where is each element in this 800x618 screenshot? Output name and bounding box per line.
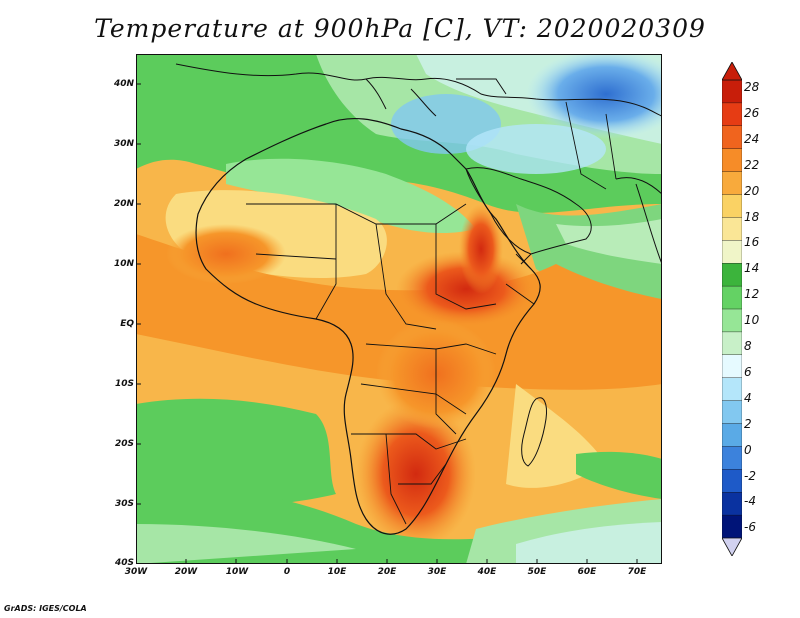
africa-coastline xyxy=(195,118,541,535)
colorbar-label: 18 xyxy=(744,209,760,224)
border-southern xyxy=(351,433,467,450)
pakistan-coast xyxy=(615,177,662,195)
colorbar-segment xyxy=(722,446,742,470)
colorbar-segment xyxy=(722,217,742,241)
colorbar-label: 28 xyxy=(744,80,760,94)
colorbar-segment xyxy=(722,171,742,196)
colorbar-segment xyxy=(722,262,742,287)
field-south-lightgreen-w xyxy=(136,524,356,564)
field-hot-central xyxy=(396,251,536,327)
colorbar-segment xyxy=(722,469,742,493)
border-namibia xyxy=(385,433,407,525)
lat-label-30s: 30S xyxy=(114,499,134,509)
field-hot-westafrica xyxy=(166,224,286,284)
colorbar-label: 10 xyxy=(744,313,760,328)
colorbar-segment xyxy=(722,492,742,516)
border-botswana xyxy=(398,463,447,485)
italy-outline xyxy=(365,78,387,110)
colorbar-label: 16 xyxy=(744,235,760,250)
lon-label-10e: 10E xyxy=(327,567,347,577)
lon-label-10w: 10W xyxy=(225,567,249,577)
border-mali xyxy=(315,204,337,320)
lat-label-eq: EQ xyxy=(120,319,134,329)
colorbar xyxy=(722,62,742,556)
field-south-atlantic-green xyxy=(136,398,336,514)
lon-label-30w: 30W xyxy=(124,567,148,577)
colorbar-label: 6 xyxy=(744,364,752,379)
lon-label-40e: 40E xyxy=(477,567,497,577)
border-chad xyxy=(375,223,437,330)
border-sudan xyxy=(435,224,497,310)
field-cold-band xyxy=(466,124,606,174)
lat-label-40s: 40S xyxy=(114,558,134,568)
colorbar-segment xyxy=(722,514,742,539)
map-frame xyxy=(136,54,662,564)
turkey-outline xyxy=(456,78,507,95)
colorbar-segment xyxy=(722,331,742,356)
arabia-outline xyxy=(465,167,592,255)
colorbar-segment xyxy=(722,400,742,425)
lon-label-20w: 20W xyxy=(174,567,198,577)
colorbar-segment xyxy=(722,194,742,219)
map-title: Temperature at 900hPa [C], VT: 202002030… xyxy=(94,14,706,43)
colorbar-segment xyxy=(722,240,742,264)
lon-label-20e: 20E xyxy=(377,567,397,577)
colorbar-segment xyxy=(722,308,742,333)
colorbar-bottom-arrow xyxy=(722,537,742,556)
lat-label-10s: 10S xyxy=(114,379,134,389)
europe-coastline xyxy=(175,63,662,117)
lat-label-20s: 20S xyxy=(114,439,134,449)
colorbar-label: 22 xyxy=(744,157,760,172)
field-sahara-green xyxy=(226,158,476,234)
madagascar-outline xyxy=(521,397,547,467)
iran-borders xyxy=(565,101,617,190)
colorbar-label: 20 xyxy=(744,183,760,198)
colorbar-label: 4 xyxy=(744,390,752,405)
colorbar-label: 26 xyxy=(744,105,760,120)
colorbar-segment xyxy=(722,354,742,379)
lat-label-20n: 20N xyxy=(113,199,134,209)
border-sahel xyxy=(255,253,337,260)
field-tropics-orange xyxy=(136,234,662,390)
lon-label-60e: 60E xyxy=(577,567,597,577)
colorbar-label: 24 xyxy=(744,131,760,146)
colorbar-label: 14 xyxy=(744,261,760,276)
lon-label-0: 0 xyxy=(283,567,291,577)
colorbar-label: 12 xyxy=(744,287,760,302)
field-cold-core-east xyxy=(526,54,662,139)
field-hot-ethiopia xyxy=(459,204,503,294)
colorbar-segment xyxy=(722,285,742,310)
colorbar-label: 2 xyxy=(744,416,752,431)
colorbar-label: -6 xyxy=(744,520,756,535)
colorbar-segment xyxy=(722,423,742,448)
bab-el-mandeb xyxy=(520,253,532,265)
colorbar-segment xyxy=(722,148,742,173)
colorbar-segment xyxy=(722,102,742,127)
colorbar-label: 0 xyxy=(744,442,752,457)
colorbar-segment xyxy=(722,125,742,150)
field-indian-green xyxy=(576,451,662,499)
field-arabian-light xyxy=(556,219,662,264)
credit-text: GrADS: IGES/COLA xyxy=(4,604,87,613)
colorbar-label: 8 xyxy=(744,339,752,353)
map-canvas xyxy=(136,54,662,564)
lon-label-50e: 50E xyxy=(527,567,547,577)
india-coast xyxy=(635,183,662,265)
greece-outline xyxy=(410,88,437,117)
colorbar-label: -2 xyxy=(744,468,756,483)
field-south-pale xyxy=(516,522,662,564)
border-central xyxy=(365,343,497,355)
map-ticks xyxy=(136,83,638,564)
colorbar-top-arrow xyxy=(722,62,742,81)
lat-label-40n: 40N xyxy=(113,79,134,89)
colorbar-segment xyxy=(722,79,742,104)
temperature-map xyxy=(136,54,662,564)
lon-label-30e: 30E xyxy=(427,567,447,577)
border-drc xyxy=(435,349,457,435)
colorbar-label: -4 xyxy=(744,494,756,509)
lat-label-10n: 10N xyxy=(113,259,134,269)
colorbar-segment xyxy=(722,377,742,402)
lon-label-70e: 70E xyxy=(627,567,647,577)
lat-label-30n: 30N xyxy=(113,139,134,149)
